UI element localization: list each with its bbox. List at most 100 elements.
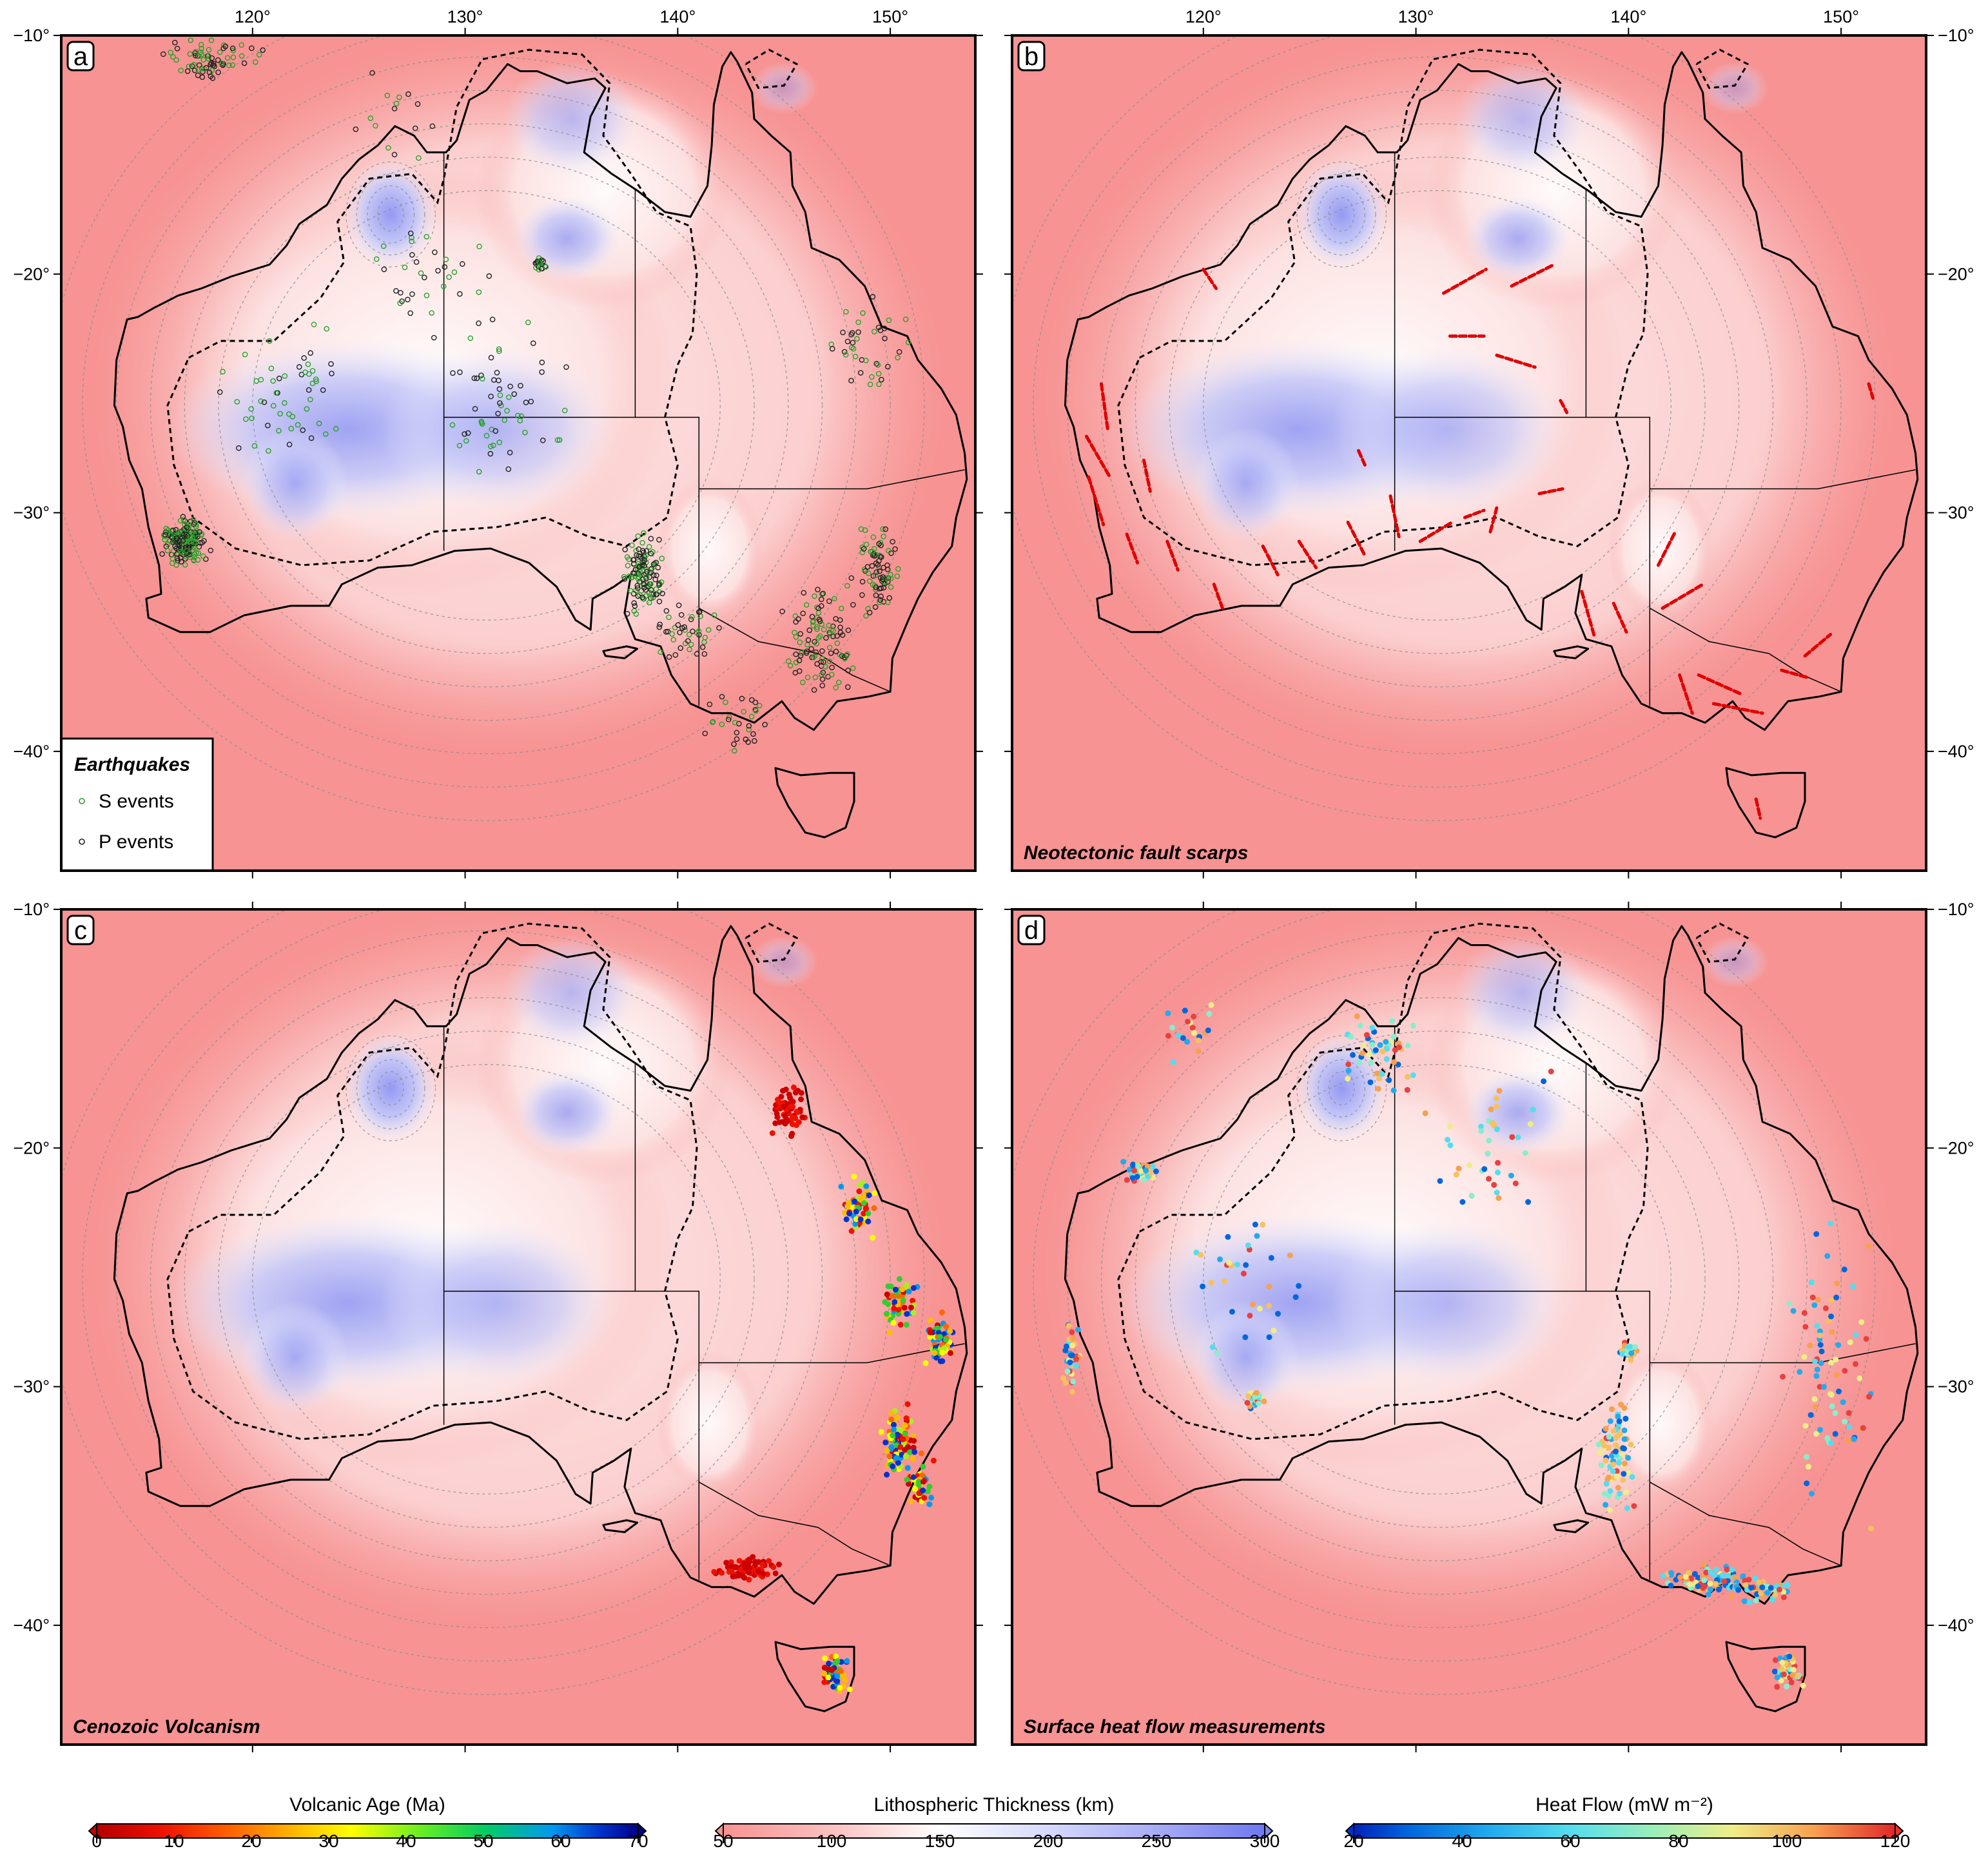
heat-flow-site [1759,1584,1766,1591]
fault-scarp [1488,506,1499,534]
p-event [173,536,180,541]
p-event [381,266,387,273]
p-event [855,329,861,335]
heat-flow-site [1818,1348,1825,1355]
s-event [525,319,531,325]
p-event [183,544,189,550]
s-event [443,257,449,262]
heat-flow-site [1447,1123,1454,1130]
colorbar-tick-label: 60 [1560,1831,1580,1849]
heat-flow-site [1813,1231,1820,1237]
s-event [826,623,832,628]
s-event [834,640,841,646]
p-event [413,259,420,265]
heat-flow-site [1612,1442,1619,1449]
fault-scarp [1559,399,1569,414]
s-event [852,353,859,360]
volcanic-site [939,1309,945,1315]
heat-flow-site [1603,1426,1609,1432]
p-event [734,736,740,742]
p-event [491,377,497,383]
p-event [793,619,799,625]
p-event [841,349,848,355]
s-event [218,60,224,66]
heat-flow-site [1193,1249,1200,1255]
heat-flow-site [1610,1461,1617,1467]
volcanic-site [891,1305,897,1312]
panel-letter: b [1024,43,1038,71]
s-event [198,41,204,48]
heat-flow-site [1261,1398,1267,1404]
volcanic-site [910,1310,917,1316]
s-event [823,664,828,670]
s-event [266,338,273,344]
p-event [528,398,534,405]
heat-flow-site [1509,1134,1515,1140]
s-event [873,572,879,579]
heat-flow-site [1772,1657,1778,1663]
p-event [633,566,639,572]
p-event [306,387,312,393]
heat-flow-site [1354,1013,1360,1020]
fault-scarp [1084,434,1112,479]
lat-tick-label: −10° [13,26,50,45]
heat-flow-site [1778,1666,1785,1672]
heat-flow-site [1495,1159,1501,1166]
heat-flow-site [1447,1142,1454,1148]
heat-flow-site [1688,1575,1694,1582]
p-event [647,574,652,580]
p-event [678,612,685,618]
volcanic-site [837,1685,843,1691]
s-event [497,392,503,398]
volcanic-site [920,1464,926,1470]
p-event [465,430,471,436]
heat-flow-site [1252,1221,1258,1228]
p-event [873,584,879,590]
lat-tick-label: −10° [1938,900,1974,919]
contour-150km [1695,922,1749,963]
heat-flow-site [1287,1252,1293,1259]
thick-lithosphere-zone [1454,61,1590,177]
p-event [665,628,671,635]
heat-flow-site [1628,1441,1634,1447]
volcanic-site [927,1317,933,1324]
heat-flow-site [1612,1448,1619,1455]
heat-flow-site [1748,1585,1755,1591]
heat-flow-site [1610,1468,1616,1475]
heat-flow-site [1801,1310,1808,1316]
s-event [182,562,188,568]
volcanic-site [858,1196,864,1202]
heat-flow-site [1359,1050,1366,1056]
p-event [815,586,821,593]
map-panel-a: a Earthquakes S events P events 120° 130° 140°… [13,7,983,878]
heat-flow-site [1686,1569,1692,1576]
p-event [407,310,413,316]
heat-flow-site [1383,1056,1390,1062]
p-event [875,324,882,331]
heat-flow-site [1205,1027,1211,1034]
heat-flow-site [1820,1384,1827,1390]
p-event [878,554,884,560]
heat-flow-site [1615,1460,1622,1466]
p-event [414,101,421,107]
volcanic-site [895,1306,902,1313]
p-event [820,590,826,597]
heat-flow-site [1784,1683,1790,1690]
heat-flow-site [1129,1175,1136,1181]
heat-flow-site [1625,1344,1632,1350]
heat-flow-site [1846,1424,1853,1431]
heat-flow-site [1234,1261,1240,1268]
volcanic-site [910,1474,917,1480]
heat-flow-site [1608,1453,1615,1459]
s-event [701,639,707,645]
p-event [749,697,755,703]
heat-flow-site [1191,1013,1197,1020]
heat-flow-site [1841,1266,1847,1273]
heat-flow-site [1075,1326,1081,1333]
s-event [168,531,175,537]
heat-flow-site [1824,1253,1831,1259]
s-event [402,264,408,271]
s-event [270,378,277,384]
heat-flow-site [1195,1037,1202,1043]
volcanic-site [943,1323,950,1330]
